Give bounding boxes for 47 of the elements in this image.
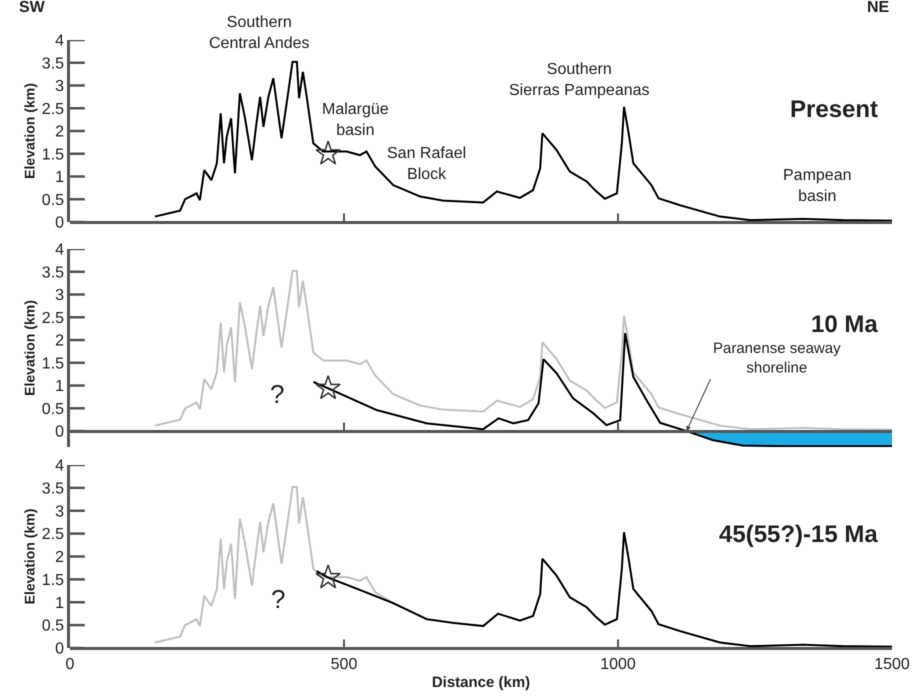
- y-tick-label: 0: [55, 214, 64, 232]
- y-tick-label: 3: [55, 78, 64, 96]
- text: 10 Ma: [811, 311, 878, 338]
- x-tick-label: 1500: [874, 656, 910, 673]
- y-tick-label: 2: [55, 332, 64, 350]
- y-tick-label: 3: [55, 287, 64, 304]
- annotation: San Rafael Block: [387, 145, 466, 183]
- y-tick-label: 1.5: [42, 572, 64, 589]
- y-tick-label: 1: [55, 594, 64, 612]
- y-tick-label: 0.5: [42, 192, 64, 209]
- y-axis-title: Elevation (km): [21, 300, 38, 396]
- y-tick-label: 1: [55, 169, 64, 186]
- y-tick-label: 3.5: [42, 264, 64, 282]
- y-tick-label: 2.5: [42, 100, 64, 118]
- annotation: Paranense seaway shoreline: [713, 340, 842, 376]
- y-tick-label: 0.5: [42, 400, 64, 418]
- annotation: Southern Central Andes: [209, 14, 310, 52]
- text: Present: [790, 96, 878, 123]
- annotation: Malargüe basin: [322, 101, 389, 139]
- x-axis-title: Distance (km): [432, 674, 530, 691]
- y-tick-label: 4: [55, 242, 64, 259]
- annotation: Southern Sierras Pampeanas: [509, 61, 650, 99]
- y-tick-label: 3.5: [42, 55, 64, 72]
- y-tick-label: 1.5: [42, 146, 64, 164]
- y-tick-label: 2.5: [42, 526, 64, 544]
- y-tick-label: 2.5: [42, 310, 64, 327]
- y-tick-label: 0: [55, 640, 64, 658]
- text: SW: [19, 0, 46, 16]
- y-tick-label: 2: [55, 549, 64, 566]
- text: NE: [867, 0, 890, 16]
- y-tick-label: 3: [55, 503, 64, 520]
- x-tick-label: 500: [330, 656, 358, 673]
- annotation: Pampean basin: [783, 167, 852, 205]
- y-tick-label: 0.5: [42, 618, 64, 635]
- annotation: ?: [270, 379, 284, 409]
- annotation: ?: [271, 584, 286, 614]
- y-tick-label: 2: [55, 124, 64, 141]
- y-axis-title: Elevation (km): [21, 508, 38, 604]
- text: 45(55?)-15 Ma: [719, 521, 878, 548]
- y-tick-label: 4: [55, 458, 64, 475]
- x-tick-label: 1000: [600, 656, 636, 673]
- y-axis-title: Elevation (km): [21, 83, 38, 179]
- y-tick-label: 3.5: [42, 480, 64, 498]
- y-tick-label: 1: [55, 378, 64, 396]
- y-tick-label: 4: [55, 32, 64, 50]
- y-tick-label: 1.5: [42, 355, 64, 372]
- y-tick-label: 0: [55, 424, 64, 441]
